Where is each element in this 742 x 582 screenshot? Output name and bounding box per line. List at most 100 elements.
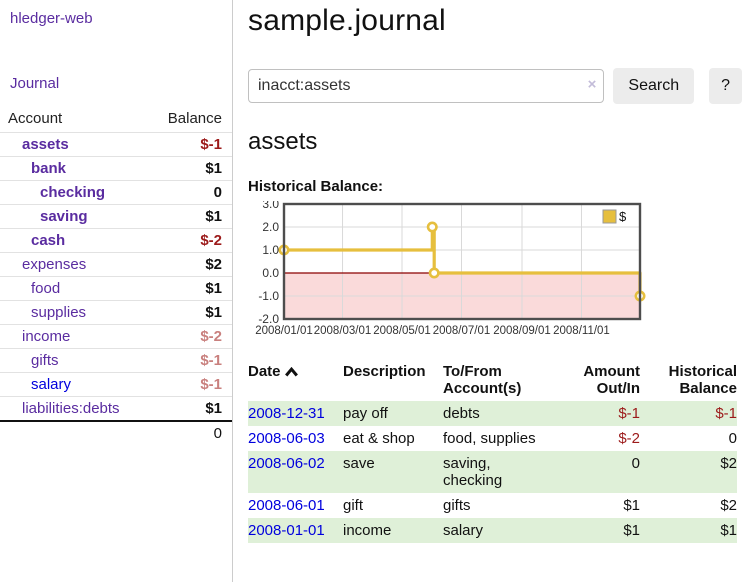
account-link[interactable]: income — [22, 328, 71, 345]
transaction-row: 2008-06-02 save saving, checking 0 $2 — [248, 451, 737, 493]
main-content: sample.journal × Search ? assets Histori… — [248, 0, 742, 543]
transaction-accounts-cell: gifts — [443, 497, 471, 514]
account-balance: $-1 — [148, 372, 232, 397]
page-title: sample.journal — [248, 4, 446, 37]
account-row: food $1 — [0, 276, 232, 301]
x-axis-tick-label: 2008/07/01 — [433, 325, 491, 337]
account-balance: $1 — [148, 204, 232, 229]
account-balance: 0 — [148, 180, 232, 205]
transaction-balance-cell: $2 — [720, 497, 737, 514]
account-row: income $-2 — [0, 324, 232, 349]
account-link[interactable]: supplies — [31, 304, 87, 321]
legend-swatch — [602, 209, 617, 224]
account-balance: $-2 — [148, 228, 232, 253]
transaction-accounts-cell: food, supplies — [443, 430, 536, 447]
transaction-date-link[interactable]: 2008-06-02 — [248, 455, 325, 472]
transaction-amount-cell: $-2 — [618, 430, 640, 447]
account-row: assets $-1 — [0, 132, 232, 157]
historical-balance-chart: 3.0 2.0 1.0 0.0 -1.0 -2.0 2008/01/01 2008/03/01… — [248, 197, 742, 343]
accounts-column-header: Account — [8, 110, 63, 127]
transaction-balance-cell: $-1 — [643, 401, 737, 426]
transaction-description-cell: eat & shop — [343, 430, 415, 447]
y-axis-tick-label: 1.0 — [262, 243, 279, 257]
account-link[interactable]: bank — [31, 160, 67, 177]
balance-column-header: Balance — [167, 110, 222, 127]
account-row: saving $1 — [0, 204, 232, 229]
account-link[interactable]: salary — [31, 376, 72, 393]
accounts-table: Account Balance assets $-1 bank $1 checking 0… — [0, 106, 232, 445]
account-link[interactable]: gifts — [31, 352, 59, 369]
y-axis-tick-label: 0.0 — [262, 266, 279, 280]
transaction-accounts-cell: saving, checking — [443, 451, 563, 493]
account-row: cash $-2 — [0, 228, 232, 253]
account-balance: $-1 — [148, 348, 232, 373]
transaction-date-link[interactable]: 2008-12-31 — [248, 405, 325, 422]
account-link[interactable]: liabilities:debts — [22, 400, 120, 417]
account-link[interactable]: food — [31, 280, 61, 297]
x-axis-tick-label: 2008/11/01 — [553, 325, 610, 337]
account-link[interactable]: cash — [31, 232, 66, 249]
x-axis-tick-label: 2008/09/01 — [493, 325, 551, 337]
transaction-balance-cell: $1 — [643, 518, 737, 543]
account-row: salary $-1 — [0, 372, 232, 397]
balance-column-header-main: Historical Balance — [668, 363, 737, 397]
date-column-header[interactable]: Date — [248, 359, 343, 401]
description-column-header: Description — [343, 363, 426, 380]
transaction-date-cell: 2008-06-01 — [248, 493, 343, 518]
sort-ascending-icon — [284, 364, 298, 381]
search-bar: × Search ? — [248, 68, 742, 104]
x-axis-tick-label: 2008/03/01 — [314, 325, 372, 337]
account-link[interactable]: saving — [40, 208, 88, 225]
transaction-date-cell: 2008-06-02 — [248, 451, 343, 493]
transaction-description-cell: income — [343, 518, 443, 543]
data-point-marker[interactable] — [426, 221, 438, 233]
account-link[interactable]: expenses — [22, 256, 87, 273]
transaction-accounts-cell: salary — [443, 518, 563, 543]
account-balance: $1 — [148, 396, 232, 421]
total-row-spacer — [0, 420, 149, 445]
y-axis-tick-label: -1.0 — [258, 289, 279, 303]
account-title: assets — [248, 128, 318, 155]
account-row: checking 0 — [0, 180, 232, 205]
transaction-description-cell: pay off — [343, 401, 443, 426]
transaction-date-cell: 2008-12-31 — [248, 401, 343, 426]
transaction-amount-cell: $1 — [563, 518, 643, 543]
account-balance: $-2 — [148, 324, 232, 349]
transaction-date-link[interactable]: 2008-01-01 — [248, 522, 325, 539]
account-balance: $2 — [148, 252, 232, 277]
total-balance: 0 — [148, 420, 232, 445]
transaction-description-cell: save — [343, 451, 443, 493]
account-row: liabilities:debts $1 — [0, 396, 232, 421]
legend-label: $ — [619, 209, 627, 224]
transaction-date-link[interactable]: 2008-06-01 — [248, 497, 325, 514]
transaction-description-cell: gift — [343, 497, 364, 514]
account-link[interactable]: checking — [40, 184, 106, 201]
account-balance: $1 — [148, 276, 232, 301]
help-button[interactable]: ? — [709, 68, 742, 104]
sidebar: hledger-web Journal Account Balance asse… — [0, 0, 233, 582]
account-row: gifts $-1 — [0, 348, 232, 373]
y-axis-tick-label: 2.0 — [262, 220, 279, 234]
account-column-header: To/From Account(s) — [443, 363, 522, 397]
sidebar-item-journal[interactable]: Journal — [10, 75, 60, 92]
y-axis-tick-label: -2.0 — [258, 312, 279, 326]
account-balance: $1 — [148, 300, 232, 325]
transaction-date-cell: 2008-06-03 — [248, 426, 343, 451]
transaction-date-link[interactable]: 2008-06-03 — [248, 430, 325, 447]
search-input[interactable] — [248, 69, 605, 103]
transaction-amount-cell: $1 — [623, 497, 640, 514]
transaction-balance-cell: $2 — [643, 451, 737, 493]
search-button[interactable]: Search — [613, 68, 695, 104]
y-axis-tick-label: 3.0 — [262, 201, 279, 211]
register-table: Date Description To/From Account(s) Amou… — [248, 359, 737, 543]
account-row: bank $1 — [0, 156, 232, 181]
app-title-link[interactable]: hledger-web — [10, 10, 93, 27]
transaction-balance-cell: 0 — [728, 430, 737, 447]
account-link[interactable]: assets — [22, 136, 69, 153]
transaction-row: 2008-12-31 pay off debts $-1 $-1 — [248, 401, 737, 426]
clear-search-icon[interactable]: × — [587, 76, 597, 93]
transaction-amount-cell: $-1 — [563, 401, 643, 426]
transaction-amount-cell: 0 — [563, 451, 643, 493]
x-axis-tick-label: 2008/01/01 — [255, 325, 313, 337]
data-point-marker[interactable] — [428, 267, 440, 279]
